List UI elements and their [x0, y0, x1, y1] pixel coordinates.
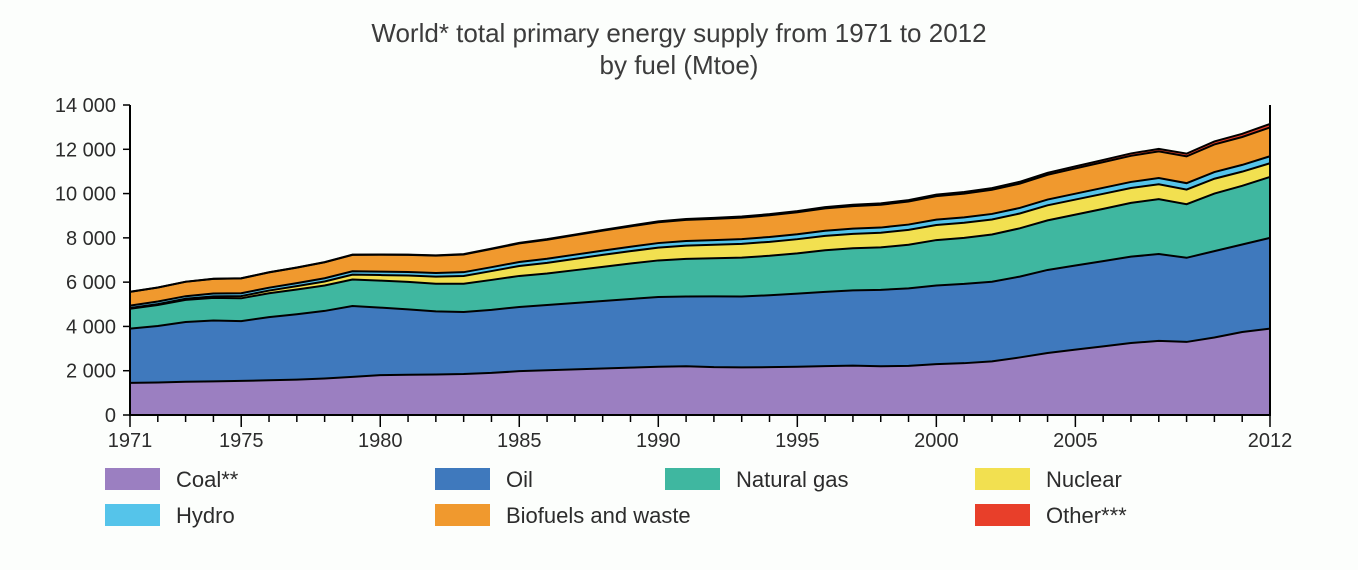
- y-tick-label: 14 000: [55, 95, 116, 117]
- y-tick-label: 12 000: [55, 139, 116, 161]
- x-tick-label: 1995: [775, 430, 820, 452]
- legend-swatch-oil: [435, 468, 490, 490]
- x-tick-label: 1990: [636, 430, 681, 452]
- x-tick-label: 2005: [1053, 430, 1098, 452]
- legend-swatch-coal: [105, 468, 160, 490]
- legend-label-coal: Coal**: [176, 467, 239, 492]
- legend-swatch-other: [975, 504, 1030, 526]
- y-tick-label: 0: [105, 405, 116, 427]
- x-tick-label: 1980: [358, 430, 403, 452]
- x-tick-label: 1975: [219, 430, 264, 452]
- legend-swatch-natgas: [665, 468, 720, 490]
- y-tick-label: 6 000: [66, 272, 116, 294]
- energy-supply-chart: World* total primary energy supply from …: [0, 0, 1358, 570]
- legend-swatch-hydro: [105, 504, 160, 526]
- y-tick-label: 8 000: [66, 228, 116, 250]
- legend-label-oil: Oil: [506, 467, 533, 492]
- x-tick-label: 2012: [1248, 430, 1293, 452]
- y-tick-label: 4 000: [66, 316, 116, 338]
- y-tick-label: 10 000: [55, 184, 116, 206]
- legend-label-hydro: Hydro: [176, 503, 235, 528]
- legend-label-other: Other***: [1046, 503, 1127, 528]
- legend-label-natgas: Natural gas: [736, 467, 849, 492]
- legend-swatch-bio: [435, 504, 490, 526]
- x-tick-label: 1971: [108, 430, 153, 452]
- y-tick-label: 2 000: [66, 361, 116, 383]
- x-tick-label: 1985: [497, 430, 542, 452]
- legend-label-bio: Biofuels and waste: [506, 503, 691, 528]
- x-tick-label: 2000: [914, 430, 959, 452]
- chart-svg: 0 2 000 4 000 6 000 8 000 10 000 12 000 14 000 1…: [0, 0, 1358, 570]
- legend-label-nuclear: Nuclear: [1046, 467, 1122, 492]
- legend-swatch-nuclear: [975, 468, 1030, 490]
